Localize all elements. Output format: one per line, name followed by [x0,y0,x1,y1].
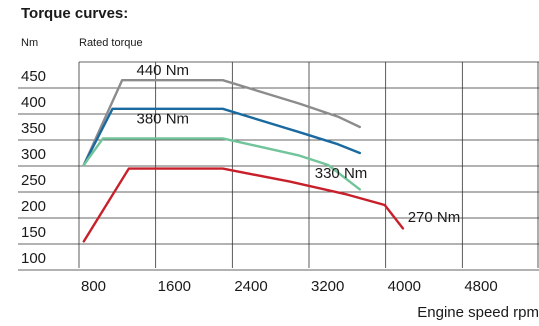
x-tick-label: 1600 [158,278,191,295]
series-line [82,78,361,167]
x-axis-label: Engine speed rpm [417,304,539,321]
series-annotation: 380 Nm [137,110,190,127]
x-tick-label: 3200 [311,278,344,295]
y-tick-label: 100 [21,250,46,267]
series-lines [82,78,405,243]
axis-ticks: 450 400 350 300 250 200 150 100 800 1600 2400 3200 4… [21,68,498,295]
y-tick-label: 150 [21,224,46,241]
y-unit-label: Nm [21,37,38,49]
grid [18,61,539,271]
y-tick-label: 400 [21,94,46,111]
x-tick-label: 2400 [234,278,267,295]
y-tick-label: 300 [21,146,46,163]
x-tick-label: 4000 [388,278,421,295]
x-tick-label: 800 [81,278,106,295]
y-axis-label: Rated torque [79,37,143,49]
series-line [82,137,361,191]
series-line [82,107,361,167]
series-annotation: 440 Nm [137,62,190,79]
series-annotation: 330 Nm [315,165,368,182]
y-tick-label: 450 [21,68,46,85]
chart-title: Torque curves: [21,5,129,22]
series-annotations: 440 Nm 380 Nm 330 Nm 270 Nm [137,62,461,226]
x-tick-label: 4800 [464,278,497,295]
series-annotation: 270 Nm [408,209,461,226]
y-tick-label: 350 [21,120,46,137]
y-tick-label: 200 [21,198,46,215]
y-tick-label: 250 [21,172,46,189]
series-line [82,167,405,243]
